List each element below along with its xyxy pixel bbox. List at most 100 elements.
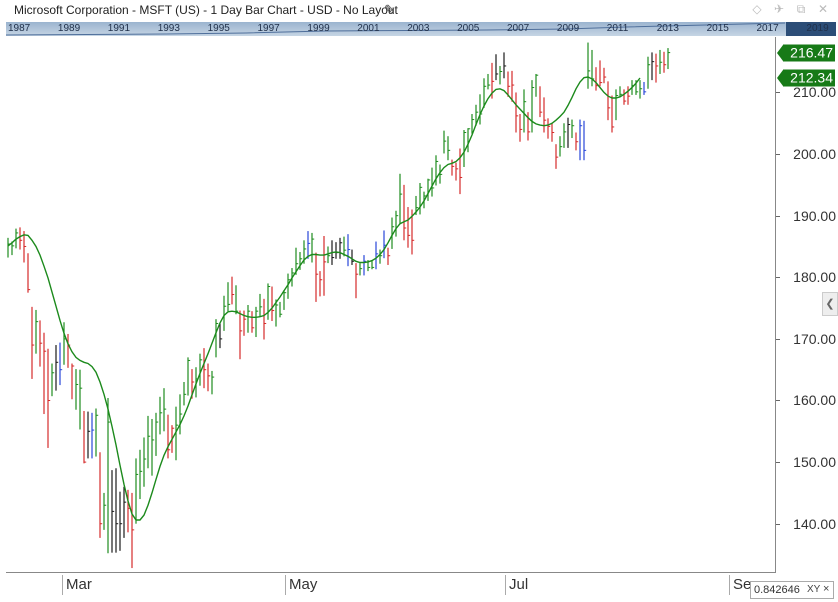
y-tick-mark [776,462,780,464]
ohlc-bar [199,353,203,386]
overview-sparkline [6,22,786,36]
ohlc-bar [51,363,55,397]
ohlc-bar [539,86,543,118]
ohlc-bar [335,242,339,259]
ohlc-bar [343,236,347,257]
ohlc-bar [31,306,35,379]
ohlc-bar [643,81,647,95]
overview-year-label: 1989 [57,23,81,34]
ohlc-bar [667,48,671,70]
ohlc-bar [555,144,559,169]
zoom-close-icon[interactable]: × [823,583,830,595]
y-tick-mark [776,400,780,402]
ohlc-bar [647,56,651,89]
plot-area[interactable] [6,37,776,573]
moving-average-line [7,76,641,521]
ohlc-bar [387,247,391,265]
ohlc-bar [167,414,171,459]
chevron-left-icon[interactable]: ❮ [822,292,838,316]
ohlc-bar [123,486,127,538]
ohlc-bar [239,310,243,360]
ohlc-bar [219,323,223,349]
ohlc-bar [287,273,291,299]
ohlc-bar [623,89,627,105]
ma-price-tag: 212.34 [783,69,835,87]
ohlc-bar [151,418,155,476]
title-bar: Microsoft Corporation - MSFT (US) - 1 Da… [0,0,838,22]
ohlc-bar [203,348,207,389]
ohlc-bar [83,410,87,464]
ohlc-bar [103,492,107,530]
ohlc-bar [43,332,47,415]
ohlc-bar [511,70,515,102]
ohlc-bar [355,263,359,299]
ma-price-pointer [777,70,783,87]
ohlc-bar [455,162,459,181]
overview-year-label: 2019 [806,23,829,34]
overview-year-label: 2015 [706,23,729,34]
pin-icon[interactable]: ✈ [773,2,785,16]
ohlc-bar [447,136,451,161]
ohlc-bar [463,130,467,167]
ohlc-bar [115,468,119,553]
ohlc-bar [323,235,327,296]
y-tick-label: 160.00 [793,392,836,409]
ohlc-bar [95,408,99,457]
ohlc-bar [19,227,23,250]
overview-year-label: 2001 [357,23,380,34]
ohlc-bar [547,118,551,139]
ohlc-bar [535,73,539,97]
ohlc-bar [515,92,519,133]
ohlc-bar [223,295,227,331]
ohlc-bar [571,119,575,139]
ohlc-bar [503,52,507,79]
overview-year-label: 1995 [207,23,230,34]
y-tick-mark [776,92,780,94]
y-tick-label: 140.00 [793,515,836,532]
ohlc-bar [475,104,479,126]
close-icon[interactable]: ✕ [817,2,829,16]
y-tick-label: 170.00 [793,330,836,347]
overview-year-label: 1997 [257,23,280,34]
ohlc-bar [327,246,331,264]
ohlc-bar [359,263,363,276]
zoom-box[interactable]: 0.842646 XY × [750,581,834,599]
ohlc-bar [211,370,215,395]
ohlc-bar [35,309,39,354]
ohlc-bar [255,306,259,338]
y-tick-mark [776,277,780,279]
ohlc-bar [659,49,663,74]
ohlc-bar [595,67,599,91]
diamond-icon[interactable]: ◇ [752,2,762,16]
ohlc-bar [615,89,619,121]
ohlc-bar [47,348,51,448]
ohlc-bar [383,230,387,259]
ohlc-bar [551,123,555,142]
ohlc-bar [603,67,607,84]
overview-navigator[interactable]: 1987 1989 1991 1993 1995 1997 1999 2001 2003 2005… [6,22,836,36]
ohlc-bar [59,342,63,386]
ohlc-bar [147,415,151,469]
ohlc-bar [227,282,231,312]
ohlc-bar [575,132,579,151]
ohlc-bar [163,388,167,432]
ohlc-bar [159,396,163,435]
y-tick-mark [776,154,780,156]
ohlc-bar [427,178,431,201]
ohlc-bar [583,120,587,161]
ohlc-bar [483,78,487,108]
popout-icon[interactable]: ⧉ [796,2,806,16]
overview-year-label: 1991 [107,23,131,34]
ohlc-bar [459,148,463,195]
ohlc-bar [55,345,59,391]
x-tick-label: Mar [62,575,92,595]
overview-year-label: 2011 [606,23,629,34]
ohlc-bar [507,71,511,97]
pencil-icon[interactable]: ✎ [384,2,395,17]
ohlc-bar [99,452,103,538]
ohlc-bar [451,159,455,176]
overview-range [6,22,786,36]
ohlc-bar [379,249,383,264]
ohlc-bar [639,80,643,99]
zoom-xy-label[interactable]: XY [807,584,821,595]
